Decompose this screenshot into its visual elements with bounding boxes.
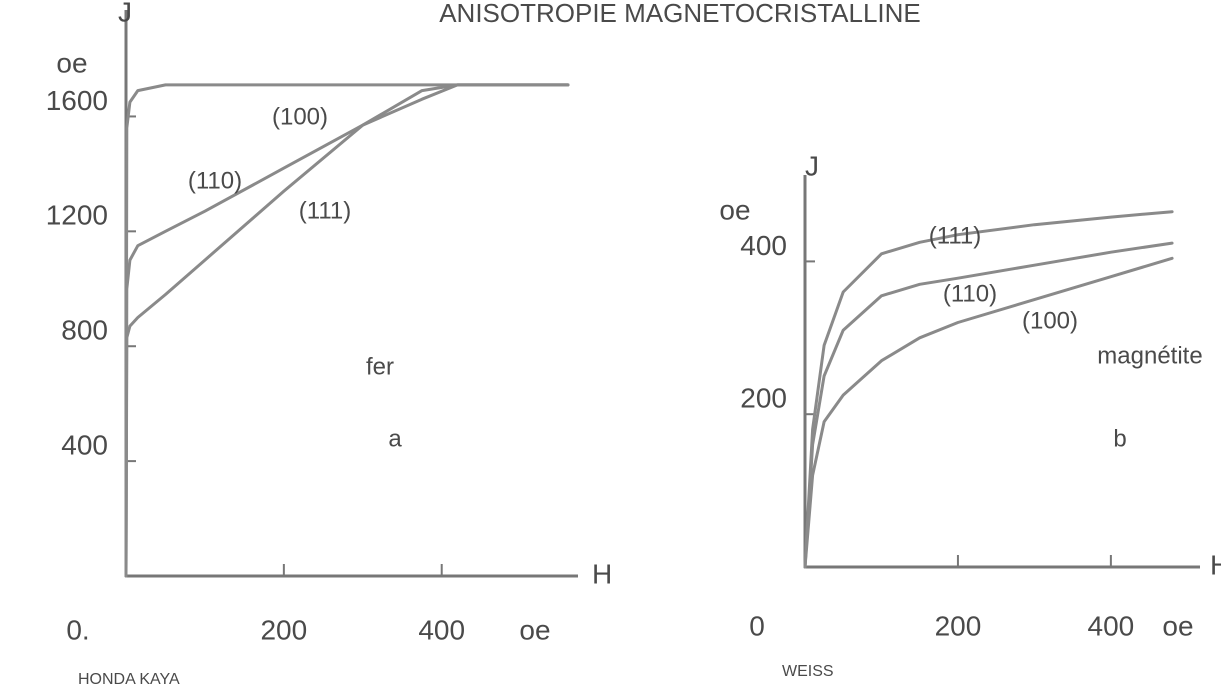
y-axis-label: J <box>118 0 132 27</box>
annotation: fer <box>366 353 394 380</box>
source: WEISS <box>782 663 834 680</box>
x-tick-label: 200 <box>935 610 982 641</box>
curve-label: (110) <box>943 280 997 307</box>
x-axis-label: H <box>1210 549 1221 580</box>
x-tick-label: 400 <box>1088 610 1135 641</box>
figure-title: ANISOTROPIE MAGNETOCRISTALLINE <box>439 0 921 28</box>
x-tick-label: 400 <box>418 614 465 645</box>
y-tick-label: 200 <box>740 383 787 414</box>
annotation: b <box>1113 425 1126 452</box>
x-tick-label: 200 <box>260 614 307 645</box>
curve-label: (111) <box>299 197 351 224</box>
curve-label: (100) <box>1022 307 1078 334</box>
source: HONDA KAYA <box>78 671 180 688</box>
annotation: a <box>388 425 402 452</box>
curve <box>803 210 1174 569</box>
curve <box>124 83 570 578</box>
y-tick-label: 1600 <box>46 85 108 116</box>
x-axis-unit: oe <box>1162 610 1193 641</box>
annotation: magnétite <box>1097 342 1202 369</box>
curve <box>803 256 1174 569</box>
x-axis-label: H <box>592 558 612 589</box>
y-tick-label: 400 <box>61 430 108 461</box>
curve-label: (111) <box>929 222 981 249</box>
curve <box>803 241 1174 569</box>
y-tick-label: 400 <box>740 230 787 261</box>
y-tick-label: 1200 <box>46 200 108 231</box>
y-axis-unit: oe <box>56 47 87 78</box>
curve-label: (110) <box>188 167 242 194</box>
y-axis-label: J <box>805 150 819 181</box>
x-tick-label: 0 <box>749 610 765 641</box>
curve-label: (100) <box>272 103 328 130</box>
y-tick-label: 800 <box>61 315 108 346</box>
curve <box>124 83 570 578</box>
curve <box>124 83 570 578</box>
x-tick-label: 0. <box>66 614 89 645</box>
x-axis-unit: oe <box>519 614 550 645</box>
y-axis-unit: oe <box>719 194 750 225</box>
